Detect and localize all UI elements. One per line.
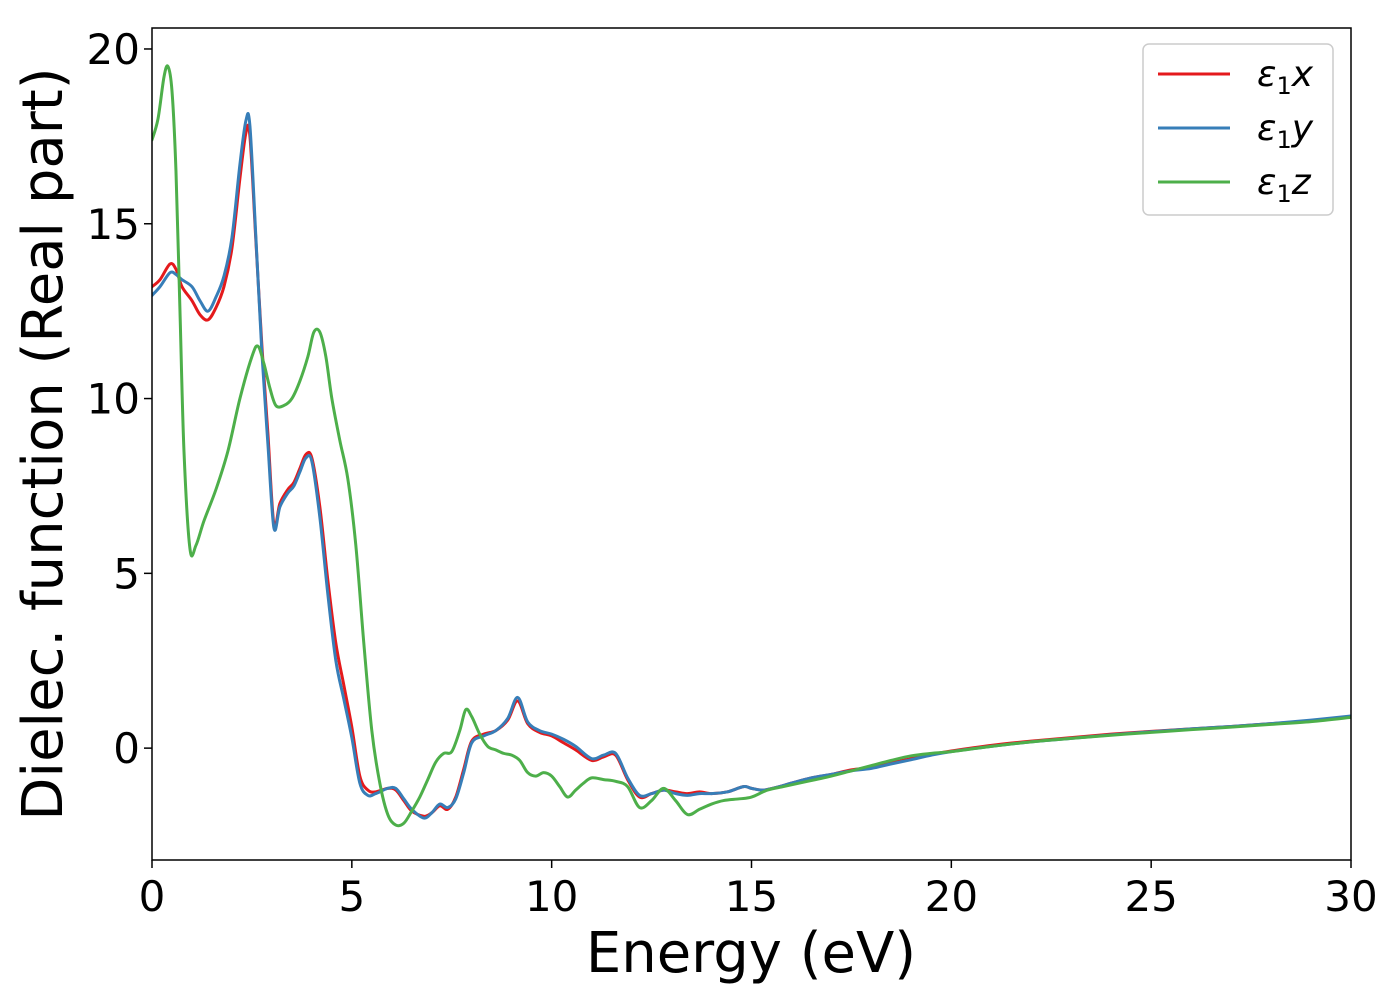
legend-entry-label: ε1y <box>1257 108 1314 154</box>
legend-box <box>1142 43 1334 216</box>
x-tick-label: 0 <box>139 872 166 921</box>
x-tick-label: 20 <box>925 872 978 921</box>
x-axis-ticks: 0 5 10 15 20 25 30 <box>139 860 1378 921</box>
x-tick-label: 30 <box>1324 872 1377 921</box>
x-tick-label: 25 <box>1124 872 1177 921</box>
x-tick-label: 10 <box>525 872 578 921</box>
legend-entry-label: ε1z <box>1257 162 1312 208</box>
y-tick-label: 0 <box>113 724 140 773</box>
x-axis-label: Energy (eV) <box>586 921 916 986</box>
series-line-1 <box>152 123 1351 818</box>
series-lines <box>152 64 1351 828</box>
legend: ε1x ε1y ε1z <box>1142 43 1334 216</box>
series-line-2 <box>152 112 1351 820</box>
y-axis-ticks: 0 5 10 15 20 <box>87 25 152 773</box>
y-tick-label: 5 <box>113 549 140 598</box>
y-tick-label: 20 <box>87 25 140 74</box>
x-tick-label: 5 <box>338 872 365 921</box>
x-tick-label: 15 <box>725 872 778 921</box>
series-line-3 <box>152 64 1351 828</box>
y-tick-label: 15 <box>87 200 140 249</box>
y-tick-label: 10 <box>87 375 140 424</box>
y-axis-label: Dielec. function (Real part) <box>11 67 76 820</box>
legend-entry-label: ε1x <box>1257 54 1314 100</box>
